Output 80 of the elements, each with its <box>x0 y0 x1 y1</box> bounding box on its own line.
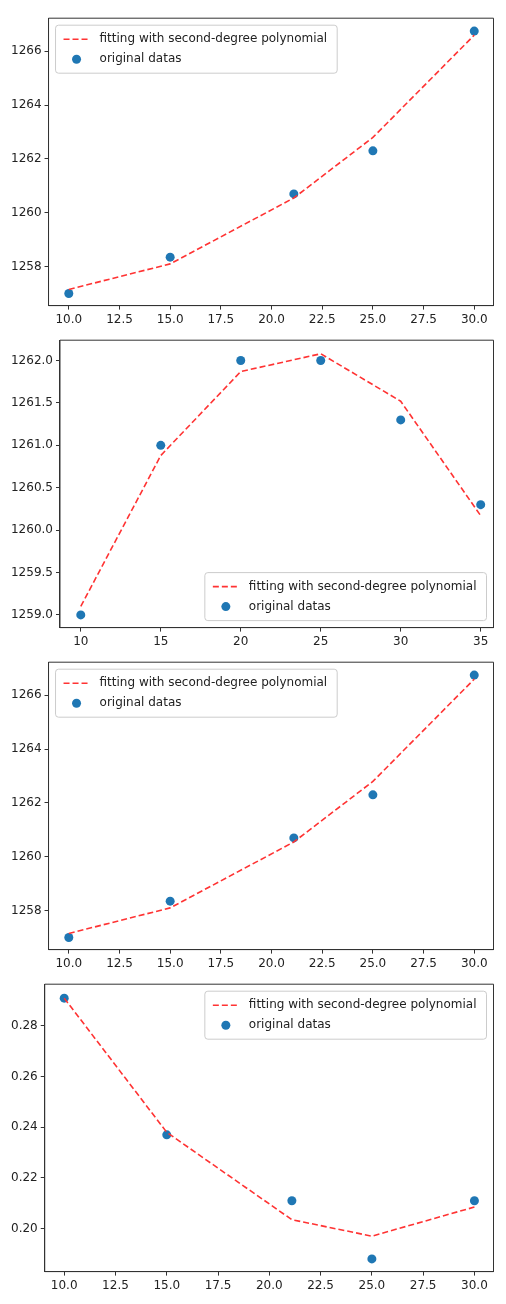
y-tick-label: 1264 <box>10 741 42 756</box>
point <box>368 146 378 156</box>
x-tick-label: 10.0 <box>55 311 83 326</box>
x-tick-label: 22.5 <box>307 1277 334 1292</box>
y-tick-label: 1266 <box>10 43 42 58</box>
y-tick-label: 1260.0 <box>10 522 53 537</box>
point <box>64 288 74 298</box>
x-tick-label: 25.0 <box>358 1277 386 1292</box>
y-tick-label: 1262.0 <box>10 352 53 367</box>
y-tick-label: 1261.5 <box>10 395 53 410</box>
x-tick-label: 17.5 <box>207 955 235 970</box>
point <box>76 610 86 620</box>
point <box>165 896 175 906</box>
legend-label: fitting with second-degree polynomial <box>248 997 477 1012</box>
x-tick-label: 30.0 <box>461 1277 488 1292</box>
y-tick-label: 0.20 <box>11 1220 38 1235</box>
point <box>396 415 406 425</box>
legend-label: original datas <box>99 695 182 710</box>
x-tick-label: 12.5 <box>106 311 133 326</box>
x-tick-label: 30.0 <box>460 955 488 970</box>
y-tick-label: 0.28 <box>11 1018 38 1033</box>
point <box>469 26 479 36</box>
point <box>476 500 486 510</box>
x-tick-label: 20.0 <box>258 311 285 326</box>
y-tick-label: 1260 <box>10 848 42 863</box>
y-tick-label: 1262 <box>10 795 42 810</box>
x-tick-label: 25.0 <box>359 311 387 326</box>
point <box>368 790 378 800</box>
y-tick-label: 0.22 <box>11 1170 38 1185</box>
x-tick-label: 15.0 <box>156 955 184 970</box>
x-tick-label: 12.5 <box>102 1277 129 1292</box>
y-tick-label: 1259.0 <box>10 607 53 622</box>
x-tick-label: 20.0 <box>255 1277 283 1292</box>
point <box>469 670 479 680</box>
y-tick-label: 0.26 <box>11 1068 38 1083</box>
legend-label: original datas <box>99 51 182 66</box>
x-tick-label: 15 <box>153 633 169 648</box>
point <box>287 1196 297 1206</box>
x-tick-label: 30 <box>393 633 409 648</box>
x-tick-label: 22.5 <box>308 955 336 970</box>
x-tick-label: 27.5 <box>410 955 437 970</box>
y-tick-label: 1260.5 <box>10 479 53 494</box>
y-tick-label: 1258 <box>10 258 42 273</box>
y-tick-label: 1259.5 <box>10 564 53 579</box>
x-tick-label: 30.0 <box>460 311 488 326</box>
legend-label: original datas <box>248 598 331 613</box>
y-tick-label: 1262 <box>10 151 42 166</box>
point <box>367 1254 377 1264</box>
y-tick-label: 1260 <box>10 204 42 219</box>
x-tick-label: 12.5 <box>106 955 133 970</box>
x-tick-label: 15.0 <box>156 311 184 326</box>
x-tick-label: 27.5 <box>410 311 437 326</box>
point <box>469 1196 479 1206</box>
x-tick-label: 10.0 <box>50 1277 78 1292</box>
legend-label: original datas <box>248 1017 331 1032</box>
legend-label: fitting with second-degree polynomial <box>99 31 328 46</box>
point <box>64 932 74 942</box>
legend-label: fitting with second-degree polynomial <box>99 675 328 690</box>
point <box>156 440 166 450</box>
x-tick-label: 20.0 <box>258 955 285 970</box>
x-tick-label: 22.5 <box>308 311 336 326</box>
point <box>316 356 326 366</box>
x-tick-label: 20 <box>233 633 249 648</box>
x-tick-label: 17.5 <box>204 1277 232 1292</box>
y-tick-label: 1261.0 <box>10 437 53 452</box>
point <box>165 252 175 262</box>
x-tick-label: 25 <box>313 633 329 648</box>
x-tick-label: 15.0 <box>153 1277 181 1292</box>
x-tick-label: 10 <box>73 633 89 648</box>
point <box>236 356 246 366</box>
x-tick-label: 10.0 <box>55 955 83 970</box>
legend-label: fitting with second-degree polynomial <box>248 578 477 593</box>
x-tick-label: 35 <box>473 633 489 648</box>
y-tick-label: 1258 <box>10 902 42 917</box>
x-tick-label: 25.0 <box>359 955 387 970</box>
y-tick-label: 1264 <box>10 97 42 112</box>
y-tick-label: 1266 <box>10 687 42 702</box>
x-tick-label: 17.5 <box>207 311 235 326</box>
x-tick-label: 27.5 <box>409 1277 437 1292</box>
y-tick-label: 0.24 <box>11 1119 38 1134</box>
